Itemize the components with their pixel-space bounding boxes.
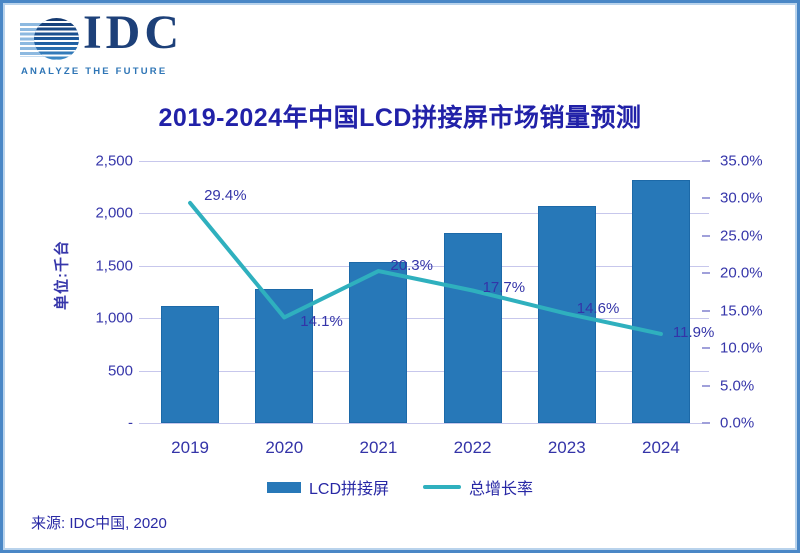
right-axis-tick: 15.0% xyxy=(720,302,763,320)
bar-2019 xyxy=(161,305,220,423)
right-axis-tick: 30.0% xyxy=(720,189,763,207)
right-axis-tick: 10.0% xyxy=(720,339,763,357)
gridline xyxy=(139,423,709,424)
right-axis-tick: 20.0% xyxy=(720,264,763,282)
gridline xyxy=(139,318,709,320)
left-axis-tick: 1,000 xyxy=(95,309,133,327)
right-axis-tickmark xyxy=(702,160,710,162)
x-axis-tick: 2024 xyxy=(641,438,680,457)
logo-tagline: ANALYZE THE FUTURE xyxy=(21,66,168,77)
bar-2024 xyxy=(631,179,690,423)
growth-point-label: 20.3% xyxy=(390,257,433,275)
right-axis-tickmark xyxy=(702,309,710,312)
x-axis-tick: 2022 xyxy=(453,438,492,457)
chart-title: 2019-2024年中国LCD拼接屏市场销量预测 xyxy=(158,104,642,132)
legend-line-swatch-icon xyxy=(423,485,461,489)
left-axis-tick: 1,500 xyxy=(95,257,133,275)
bar-2020 xyxy=(255,289,314,423)
bar-2022 xyxy=(443,233,502,423)
right-axis-tick: 25.0% xyxy=(720,227,763,245)
right-axis-tickmark xyxy=(702,422,710,424)
growth-point-label: 29.4% xyxy=(204,186,247,204)
globe-icon xyxy=(34,18,79,60)
gridline xyxy=(139,161,709,162)
right-axis-tick: 0.0% xyxy=(720,414,755,432)
right-axis-tickmark xyxy=(702,272,710,275)
right-axis-tickmark xyxy=(702,347,710,350)
growth-point-label: 14.1% xyxy=(300,313,343,331)
right-axis-tick: 5.0% xyxy=(720,377,755,395)
left-axis-tick: 500 xyxy=(107,362,133,380)
left-axis-tick: - xyxy=(128,414,133,432)
legend-label: LCD拼接屏 xyxy=(308,481,389,498)
source-note: 来源: IDC中国, 2020 xyxy=(31,515,167,532)
legend-label: 总增长率 xyxy=(469,481,534,498)
chart-legend: LCD拼接屏 总增长率 xyxy=(3,475,797,499)
gridline xyxy=(139,370,709,372)
x-axis-tick: 2019 xyxy=(171,438,209,457)
idc-logo: IDC ANALYZE THE FUTURE xyxy=(17,7,207,77)
bar-2021 xyxy=(349,261,408,423)
legend-item: 总增长率 xyxy=(423,475,533,499)
x-axis-tick: 2020 xyxy=(265,438,304,457)
growth-point-label: 17.7% xyxy=(482,278,526,296)
right-axis-tickmark xyxy=(702,234,710,237)
x-axis-tick: 2023 xyxy=(547,438,586,457)
right-axis-tickmark xyxy=(702,384,710,387)
logo-wordmark: IDC xyxy=(83,6,184,59)
left-axis-tick: 2,000 xyxy=(95,204,133,222)
left-axis-tick: 2,500 xyxy=(95,152,133,170)
x-axis-tick: 2021 xyxy=(359,438,398,457)
right-axis-tickmark xyxy=(702,197,710,200)
growth-point-label: 11.9% xyxy=(672,323,715,341)
legend-bar-swatch-icon xyxy=(266,481,301,493)
growth-point-label: 14.6% xyxy=(576,299,620,317)
y-axis-unit-label: 单位:千台 xyxy=(53,240,71,310)
gridline xyxy=(139,213,709,215)
right-axis-tick: 35.0% xyxy=(720,152,763,170)
legend-item: LCD拼接屏 xyxy=(266,475,389,499)
